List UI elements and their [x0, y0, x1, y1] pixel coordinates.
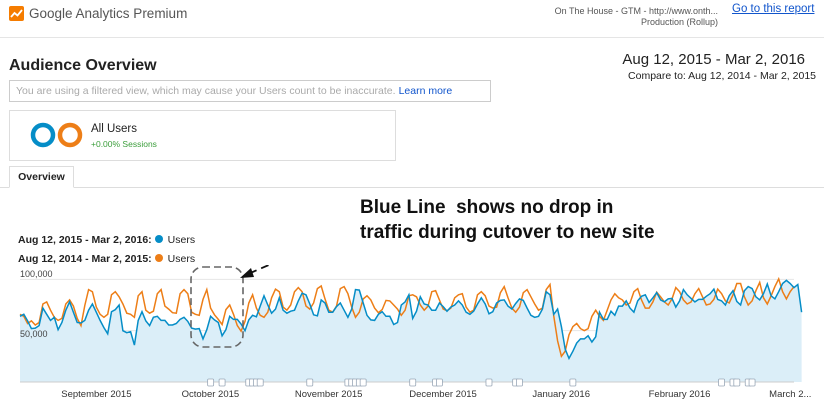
date-range-selector[interactable]: Aug 12, 2015 - Mar 2, 2016: [622, 51, 805, 68]
legend-dot-orange: [154, 254, 163, 262]
go-to-report-link[interactable]: Go to this report: [732, 3, 815, 15]
view-line: Production (Rollup): [640, 17, 718, 27]
annotation-marker-icon[interactable]: [218, 378, 226, 387]
compare-date-range[interactable]: Compare to: Aug 12, 2014 - Mar 2, 2015: [628, 70, 816, 82]
segment-name: All Users: [91, 123, 138, 135]
tab-overview[interactable]: Overview: [9, 166, 74, 188]
annotation-marker-icon[interactable]: [569, 378, 577, 387]
users-line-chart[interactable]: [0, 265, 824, 417]
filtered-view-notice: You are using a filtered view, which may…: [9, 80, 491, 102]
legend-series-label: Users: [167, 253, 196, 265]
y-tick-label: 50,000: [20, 329, 48, 339]
annotation-arrow-head: [240, 268, 254, 278]
series-line-current: [19, 279, 803, 361]
x-tick-label: October 2015: [181, 389, 240, 400]
legend-range: Aug 12, 2014 - Mar 2, 2015:: [18, 253, 152, 265]
annotation-marker-icon[interactable]: [718, 378, 725, 387]
annotation-marker-icon[interactable]: [207, 378, 215, 387]
notice-text: You are using a filtered view, which may…: [16, 85, 396, 97]
legend-dot-blue: [154, 235, 163, 243]
product-name: Google Analytics Premium: [29, 6, 188, 21]
x-tick-label: February 2016: [648, 389, 711, 400]
annotation-line-2: traffic during cutover to new site: [360, 222, 655, 243]
legend-series-label: Users: [167, 234, 196, 246]
segment-sessions-share: +0.00% Sessions: [91, 139, 157, 149]
annotation-marker-icon[interactable]: [733, 378, 741, 387]
annotation-marker-icon[interactable]: [436, 378, 443, 387]
users-area-fill: [20, 280, 802, 382]
annotation-marker-icon[interactable]: [516, 378, 523, 387]
annotation-marker-icon[interactable]: [306, 378, 314, 387]
x-tick-label: March 2...: [769, 389, 812, 400]
page-title: Audience Overview: [9, 57, 157, 74]
account-line: On The House - GTM - http://www.onth...: [554, 6, 718, 16]
annotation-marker-icon[interactable]: [485, 378, 493, 387]
annotation-callout: Blue Line shows no drop in traffic durin…: [360, 195, 780, 245]
highlight-dashed-box: [190, 266, 244, 348]
legend-previous-period: Aug 12, 2014 - Mar 2, 2015: Users: [18, 253, 195, 265]
x-tick-label: September 2015: [61, 389, 132, 400]
annotation-marker-icon[interactable]: [409, 378, 417, 387]
annotation-line-1: Blue Line shows no drop in: [360, 197, 614, 218]
segment-rings-icon: [30, 122, 83, 148]
analytics-logo-icon: [9, 6, 24, 21]
legend-current-period: Aug 12, 2015 - Mar 2, 2016: Users: [18, 234, 195, 246]
x-tick-label: January 2016: [532, 389, 590, 400]
annotation-marker-icon[interactable]: [748, 378, 756, 387]
legend-range: Aug 12, 2015 - Mar 2, 2016:: [18, 234, 152, 246]
top-bar: Google Analytics Premium On The House - …: [0, 0, 824, 38]
y-tick-label: 100,000: [20, 269, 53, 279]
tab-divider: [0, 187, 824, 188]
annotation-arrow-line: [247, 265, 272, 275]
annotation-marker-icon[interactable]: [359, 378, 367, 387]
account-info[interactable]: On The House - GTM - http://www.onth... …: [520, 6, 718, 28]
series-line-previous: [19, 276, 795, 359]
segment-card[interactable]: All Users +0.00% Sessions: [9, 110, 396, 161]
x-tick-label: November 2015: [294, 389, 363, 400]
learn-more-link[interactable]: Learn more: [398, 85, 453, 97]
x-tick-label: December 2015: [409, 389, 477, 400]
annotation-marker-icon[interactable]: [256, 378, 264, 387]
